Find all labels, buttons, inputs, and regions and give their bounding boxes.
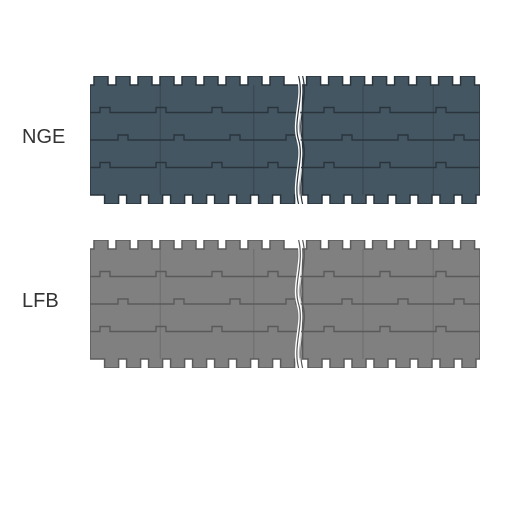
belt-label-nge: NGE [22,126,65,149]
belt-row-lfb: LFB [0,240,512,368]
belt-graphic-nge [90,76,480,204]
belt-row-nge: NGE [0,76,512,204]
belt-label-lfb: LFB [22,290,59,313]
belt-graphic-lfb [90,240,480,368]
